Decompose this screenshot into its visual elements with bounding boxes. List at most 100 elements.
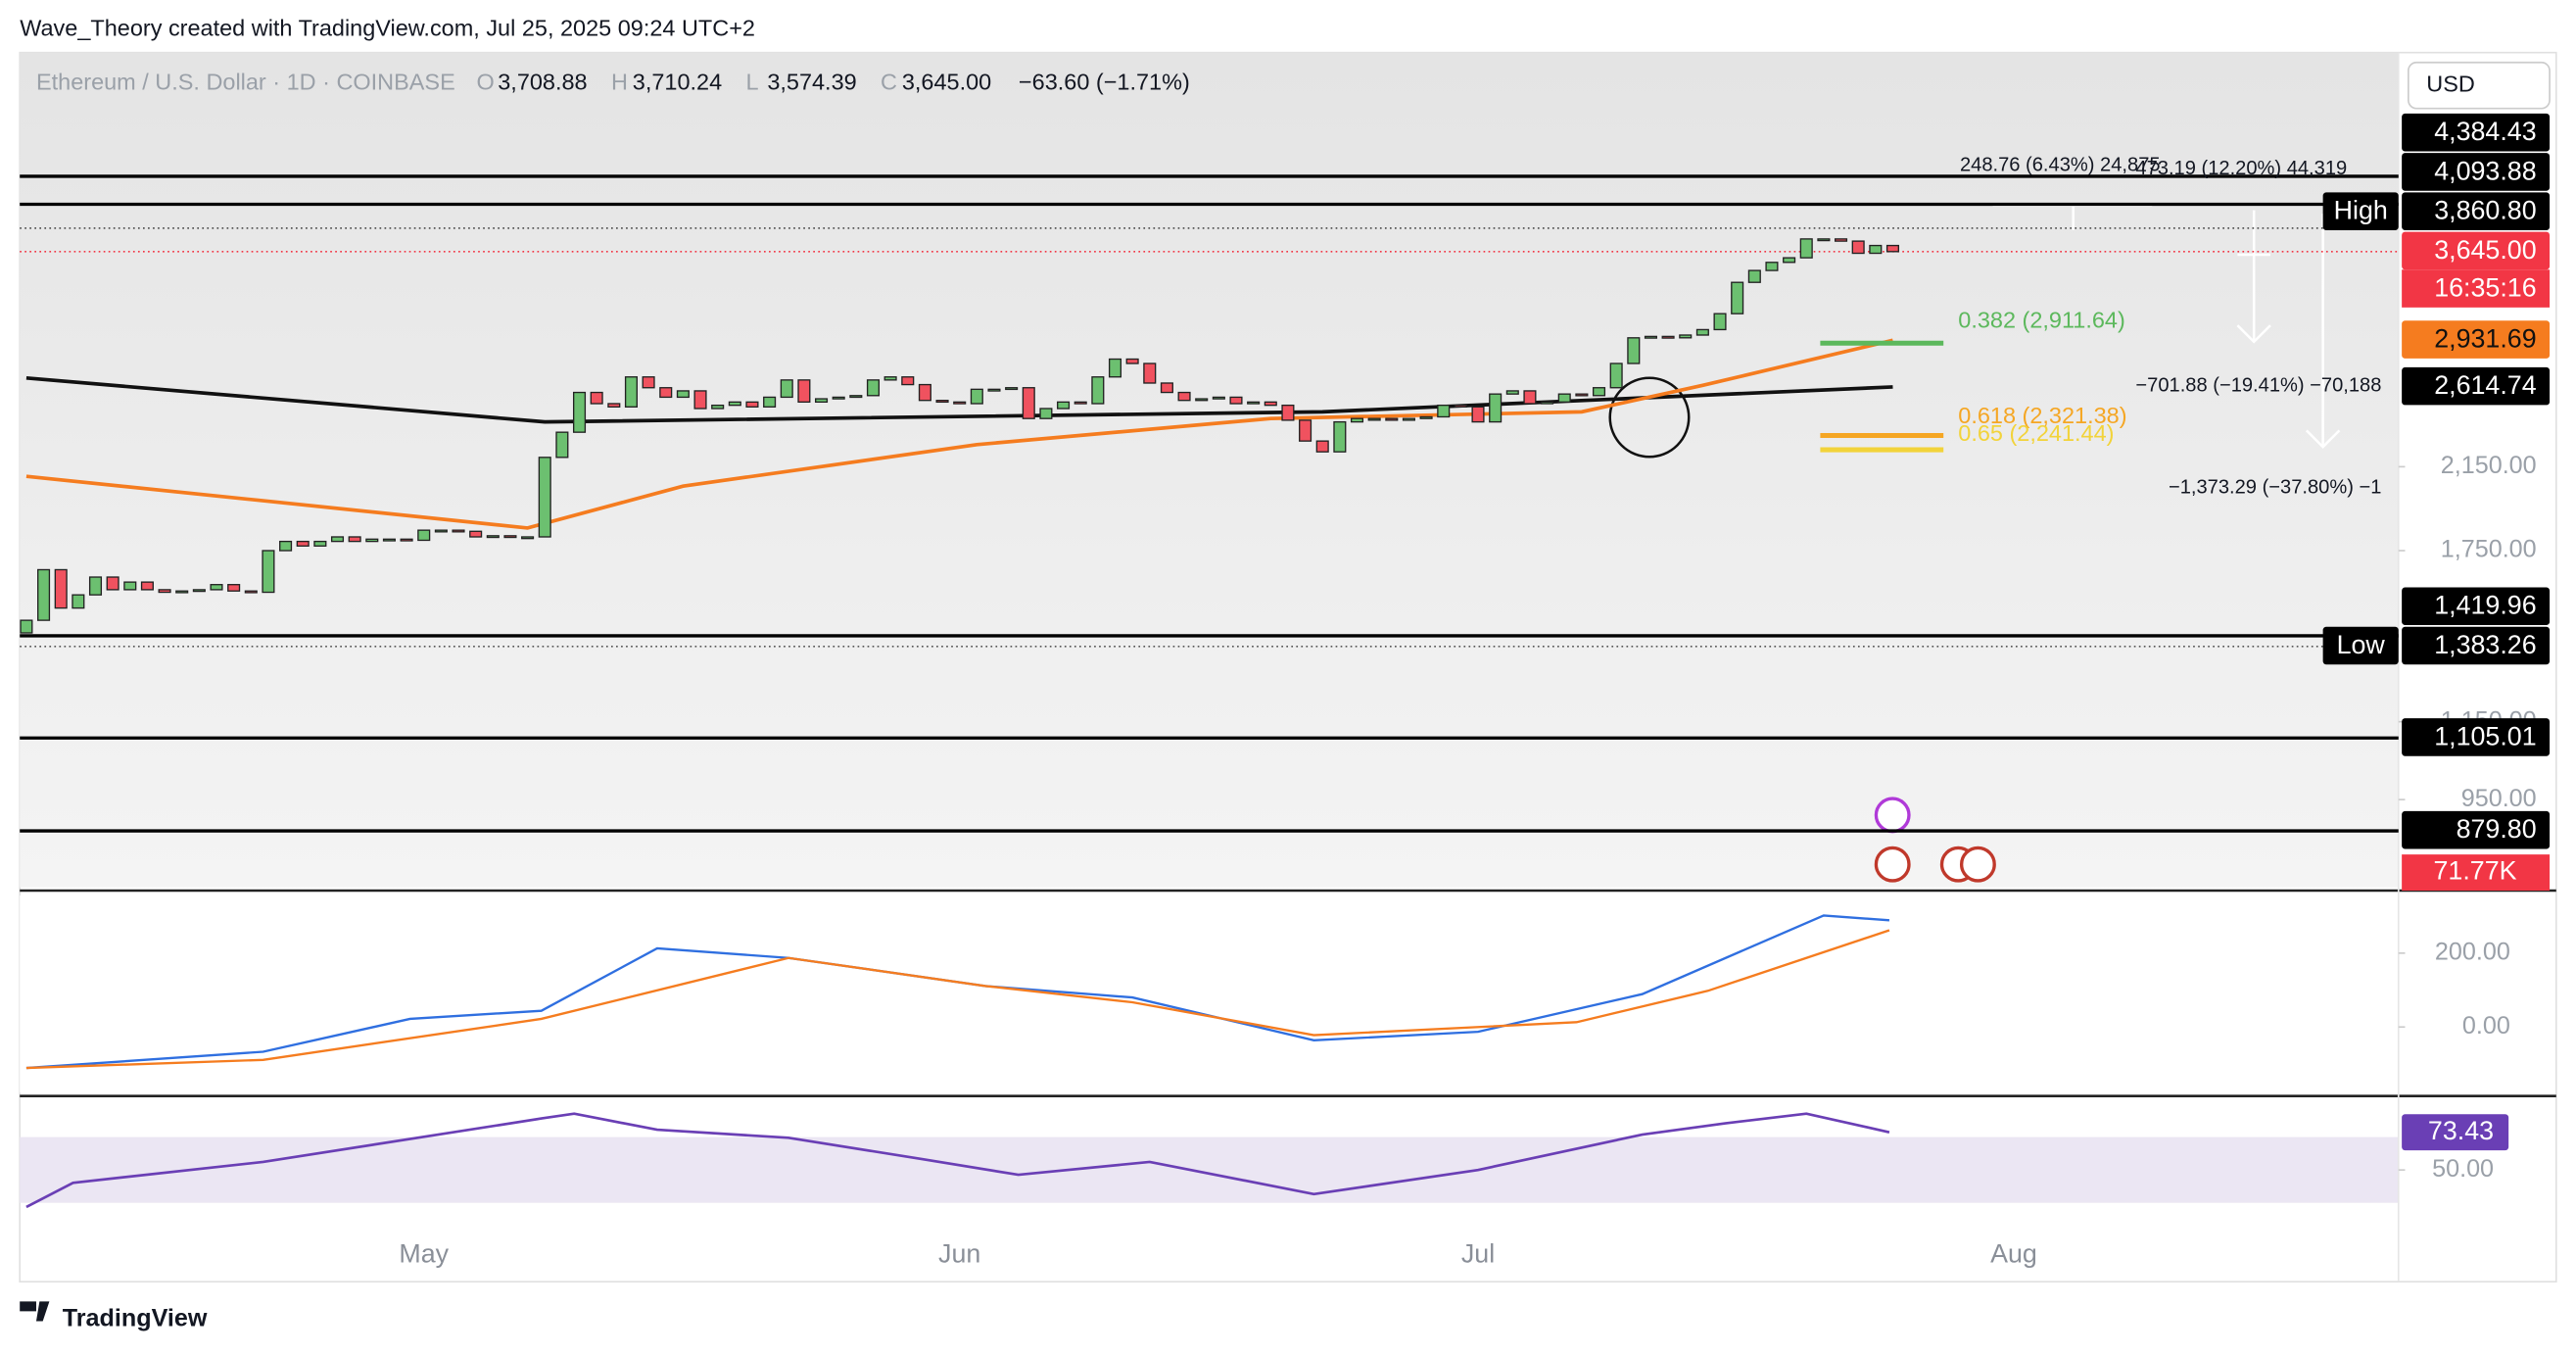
candle xyxy=(659,387,673,399)
price-label: 4,384.43 xyxy=(2434,117,2536,146)
event-icons xyxy=(1874,797,1996,883)
y-tick-label: 2,150.00 xyxy=(2441,452,2537,479)
candle xyxy=(1471,406,1485,423)
candle xyxy=(227,584,241,592)
candle xyxy=(1350,417,1364,423)
price-label-box xyxy=(2402,320,2551,359)
price-label: 1,419.96 xyxy=(2434,591,2536,620)
candle xyxy=(1851,240,1865,255)
candle xyxy=(1039,408,1053,419)
x-tick-label: May xyxy=(399,1238,449,1268)
candle xyxy=(1505,390,1519,395)
y-tick-label: 1,750.00 xyxy=(2441,536,2537,563)
candle xyxy=(1644,335,1657,339)
price-label-box xyxy=(2402,153,2551,191)
ohlc-key: C xyxy=(881,70,897,95)
countdown: 16:35:16 xyxy=(2434,272,2536,302)
tag-box xyxy=(2322,192,2399,231)
candle xyxy=(365,538,379,543)
candle xyxy=(296,540,310,547)
candle xyxy=(1177,391,1191,402)
candle xyxy=(1299,419,1312,442)
candle xyxy=(175,590,189,594)
candle xyxy=(1437,404,1451,418)
candle xyxy=(849,395,863,399)
candle xyxy=(1160,382,1173,394)
candle xyxy=(1489,393,1503,423)
ohlc-key: L xyxy=(746,70,759,95)
volume-label: 71.77K xyxy=(2434,856,2517,886)
candle xyxy=(1731,281,1744,314)
candle xyxy=(1817,238,1831,242)
candle xyxy=(1609,363,1623,389)
candle xyxy=(37,568,51,621)
ohlc-value: 3,710.24 xyxy=(633,70,722,95)
candle xyxy=(1454,404,1467,409)
candle xyxy=(54,568,68,609)
candle xyxy=(262,550,275,594)
candle xyxy=(745,401,759,408)
currency-button[interactable] xyxy=(2408,61,2551,110)
measure-label: 473.19 (12.20%) 44,319 xyxy=(2135,158,2347,179)
candle xyxy=(1557,393,1571,404)
price-label: 2,614.74 xyxy=(2434,370,2537,400)
price-pane xyxy=(20,52,2399,888)
price-label-box xyxy=(2402,626,2551,665)
candle xyxy=(987,388,1001,392)
candle xyxy=(1869,244,1883,255)
ohlc-value: 3,574.39 xyxy=(767,70,856,95)
candle xyxy=(140,581,154,591)
price-label-box xyxy=(2402,231,2551,270)
y-tick-label: 0.00 xyxy=(2462,1012,2510,1040)
candle xyxy=(1419,415,1433,419)
candle xyxy=(935,400,949,404)
candle xyxy=(1367,417,1381,421)
candle xyxy=(728,401,741,407)
candle xyxy=(1402,417,1415,421)
candle xyxy=(1281,404,1295,421)
candle xyxy=(607,403,621,408)
candle xyxy=(780,379,793,399)
header: Wave_Theory created with TradingView.com… xyxy=(20,15,755,40)
highlight-circle xyxy=(1608,376,1691,459)
candle xyxy=(1627,337,1641,364)
price-label-box xyxy=(2402,587,2551,626)
candle xyxy=(1212,396,1225,400)
currency[interactable]: USD xyxy=(2426,71,2475,96)
candle xyxy=(1333,420,1347,453)
candle xyxy=(400,538,413,542)
candle xyxy=(918,383,931,402)
price-label: 3,645.00 xyxy=(2434,235,2536,265)
rsi-band xyxy=(20,1136,2399,1203)
ohlc-value: 3,645.00 xyxy=(902,70,991,95)
candle xyxy=(538,457,551,538)
y-tick-label: 50.00 xyxy=(2432,1155,2494,1183)
volume-label-box xyxy=(2402,854,2551,892)
candle xyxy=(815,398,829,404)
candle xyxy=(330,536,345,543)
candle xyxy=(158,589,171,594)
fib-label: 0.618 (2,321.38) xyxy=(1958,403,2126,428)
candle xyxy=(313,540,327,547)
candle xyxy=(572,391,587,433)
candle xyxy=(642,376,655,389)
rsi-line xyxy=(25,1112,1890,1209)
candle xyxy=(763,396,777,408)
price-label-box xyxy=(2402,113,2551,152)
candle xyxy=(503,535,517,539)
macd-line xyxy=(25,929,1890,1070)
candle xyxy=(1229,396,1243,405)
candle xyxy=(953,401,967,405)
candle xyxy=(1073,401,1087,405)
candle xyxy=(711,404,725,410)
candle xyxy=(1523,390,1537,405)
candle xyxy=(486,535,500,539)
fib-label: 0.65 (2,241.44) xyxy=(1958,420,2114,446)
candle xyxy=(1575,393,1589,397)
measure-label: −701.88 (−19.41%) −70,188 xyxy=(2135,374,2381,396)
candle xyxy=(1315,440,1329,453)
y-tick-label: 950.00 xyxy=(2461,785,2537,812)
candle xyxy=(1592,387,1606,397)
